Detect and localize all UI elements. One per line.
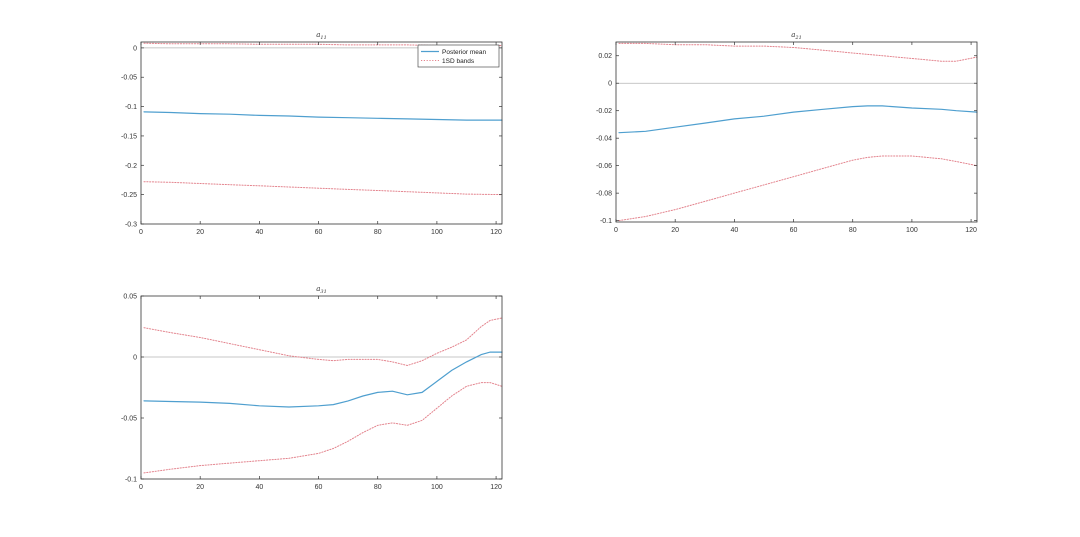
y-tick-label: -0.06 [596, 163, 612, 170]
x-tick-label: 120 [490, 484, 502, 491]
y-tick-label: 0 [133, 45, 137, 52]
series-line-band-1 [618, 42, 978, 62]
panel-title: a21 [791, 31, 802, 41]
axes-box [615, 41, 978, 223]
x-tick-label: 20 [671, 227, 679, 234]
x-tick-label: 120 [490, 229, 502, 236]
x-tick-label: 0 [139, 484, 143, 491]
x-tick-label: 80 [849, 227, 857, 234]
panel-title: a11 [316, 31, 327, 41]
y-tick-label: 0 [608, 81, 612, 88]
panel-3: 0 20 40 60 80 100 120 0.05 0 -0.05 -0.1 a31 [121, 285, 503, 491]
x-tick-label: 120 [965, 227, 977, 234]
x-tick-label: 40 [255, 229, 263, 236]
series-line-band-1 [143, 317, 503, 367]
series-line-posterior-mean [618, 105, 978, 134]
series-line-band-2 [618, 155, 978, 222]
x-tick-label: 80 [374, 229, 382, 236]
y-tick-label: -0.15 [121, 133, 137, 140]
x-tick-label: 40 [730, 227, 738, 234]
x-tick-label: 0 [614, 227, 618, 234]
y-tick-label: 0.05 [123, 294, 137, 301]
x-tick-label: 100 [431, 484, 443, 491]
y-tick-label: -0.1 [600, 218, 612, 225]
y-tick-label: -0.05 [121, 416, 137, 423]
x-tick-label: 20 [196, 484, 204, 491]
panel-title: a31 [316, 285, 327, 295]
y-tick-label: -0.25 [121, 192, 137, 199]
x-tick-label: 40 [255, 484, 263, 491]
panel-1: 0 20 40 60 80 100 120 0 -0.05 -0.1 -0.15 -0.2 -0.25 -… [121, 31, 503, 236]
series-line-posterior-mean [143, 111, 503, 121]
x-tick-label: 60 [315, 484, 323, 491]
legend-label-posterior-mean: Posterior mean [442, 49, 486, 56]
x-tick-label: 60 [315, 229, 323, 236]
legend: Posterior mean 1SD bands [417, 44, 500, 68]
x-tick-label: 80 [374, 484, 382, 491]
y-tick-label: -0.05 [121, 75, 137, 82]
series-line-posterior-mean [143, 351, 503, 408]
x-tick-label: 0 [139, 229, 143, 236]
axes-box [140, 295, 503, 480]
x-tick-label: 60 [790, 227, 798, 234]
y-tick-label: -0.2 [125, 163, 137, 170]
y-tick-label: -0.04 [596, 136, 612, 143]
y-tick-label: 0 [133, 355, 137, 362]
x-tick-label: 100 [431, 229, 443, 236]
y-tick-label: -0.3 [125, 222, 137, 229]
panel-2: 0 20 40 60 80 100 120 0.02 0 -0.02 -0.04 -0.06 -0.08… [596, 31, 978, 234]
y-tick-label: 0.02 [598, 53, 612, 60]
legend-label-1sd-bands: 1SD bands [442, 58, 475, 65]
y-tick-label: -0.08 [596, 191, 612, 198]
series-line-band-2 [143, 382, 503, 474]
legend-box [417, 44, 500, 68]
axes-box [140, 41, 503, 225]
y-tick-label: -0.02 [596, 108, 612, 115]
x-tick-label: 20 [196, 229, 204, 236]
series-line-band-2 [143, 181, 503, 196]
x-tick-label: 100 [906, 227, 918, 234]
y-tick-label: -0.1 [125, 477, 137, 484]
y-tick-label: -0.1 [125, 104, 137, 111]
